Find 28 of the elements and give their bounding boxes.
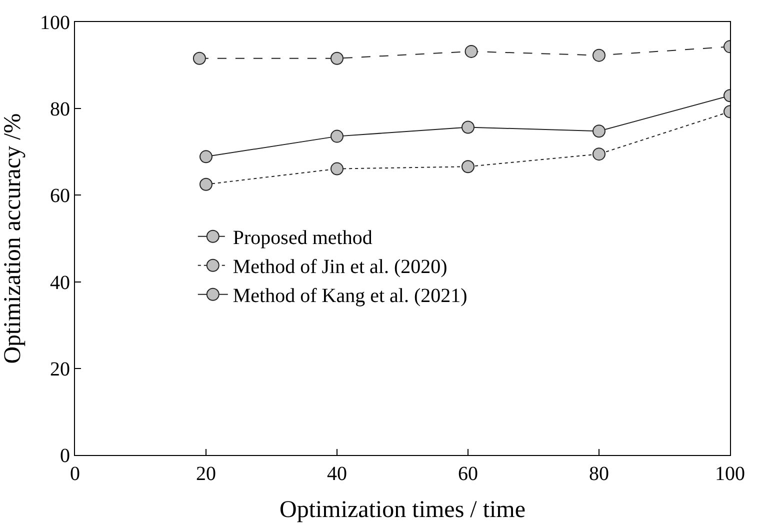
point — [200, 150, 212, 164]
x-tick-label: 100 — [715, 463, 745, 485]
point — [592, 148, 606, 161]
point — [330, 162, 344, 176]
point — [464, 44, 478, 58]
y-axis-title: Optimization accuracy /% — [0, 113, 26, 364]
x-tick-label: 40 — [327, 463, 347, 485]
point — [462, 160, 474, 174]
point — [592, 124, 606, 138]
x-tick-label: 20 — [196, 463, 216, 485]
point — [200, 178, 212, 191]
legend-label: Method of Jin et al. (2020) — [232, 256, 448, 278]
point — [462, 120, 474, 134]
x-tick-label: 80 — [589, 463, 609, 485]
y-tick-label: 100 — [40, 12, 70, 34]
y-tick-label: 40 — [50, 272, 70, 294]
y-tick-label: 80 — [50, 98, 70, 121]
point — [592, 48, 606, 62]
y-tick-label: 20 — [50, 358, 70, 380]
x-tick-label: 60 — [458, 463, 478, 485]
legend-label: Method of Kang et al. (2021) — [232, 285, 468, 308]
legend-label: Proposed method — [232, 227, 372, 250]
y-tick-label: 60 — [50, 185, 70, 208]
y-tick-label: 0 — [60, 445, 70, 467]
point — [192, 52, 206, 65]
x-axis-title: Optimization times / time — [280, 497, 526, 523]
point — [330, 130, 344, 143]
point — [330, 52, 344, 65]
